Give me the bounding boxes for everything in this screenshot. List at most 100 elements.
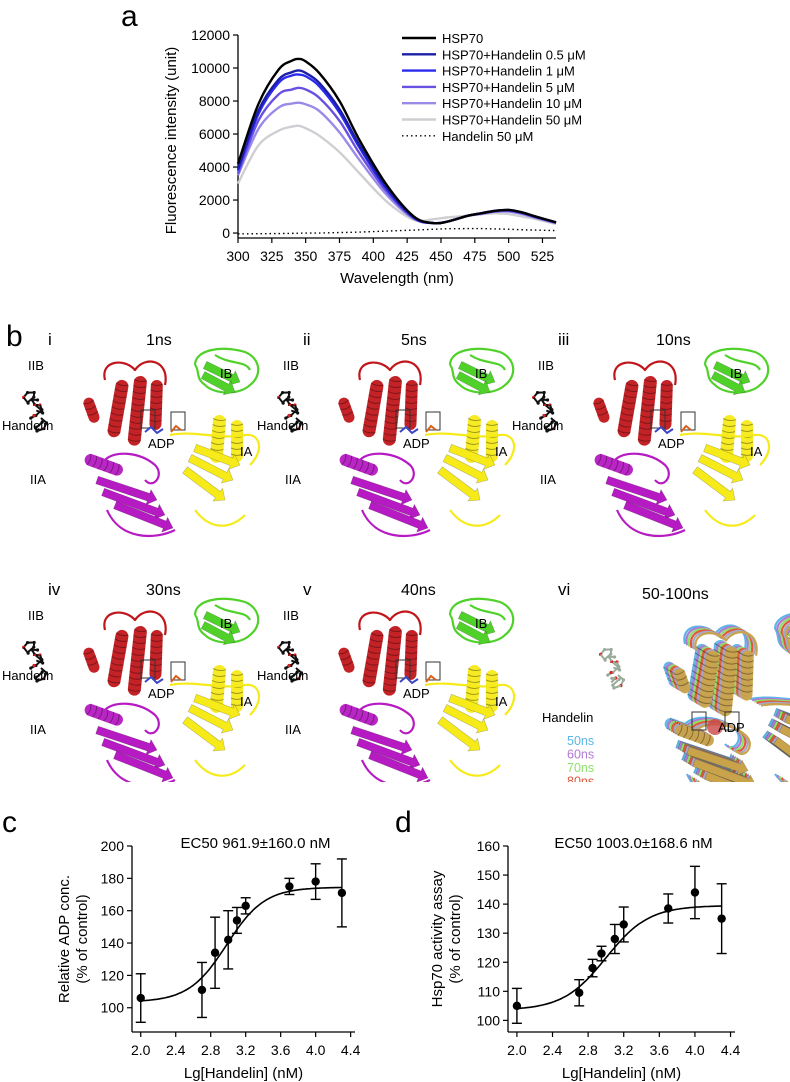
helix	[107, 629, 129, 688]
loop	[448, 347, 515, 394]
y-tick-label: 0	[222, 225, 230, 241]
subpanel-numeral: v	[303, 580, 312, 599]
adp-label: ADP	[658, 436, 685, 451]
beta-strand	[95, 725, 158, 756]
data-point	[197, 985, 207, 995]
beta-strand	[202, 361, 241, 386]
data-point	[717, 914, 726, 923]
adp-molecule	[170, 424, 182, 433]
x-tick-label: 2.8	[578, 1042, 598, 1058]
y-tick-label: 120	[477, 954, 501, 970]
legend-label: HSP70+Handelin 0.5 μM	[442, 47, 586, 62]
snapshot-iii: iii 10ns IIB IB IA IIA Handelin ADP	[512, 330, 771, 538]
panel-b-letter: b	[6, 320, 23, 353]
adp-molecule	[680, 424, 692, 433]
binding-site-box	[395, 409, 411, 429]
x-tick-label: 4.0	[685, 1042, 705, 1058]
loop	[679, 432, 771, 466]
y-tick-label: 100	[477, 1012, 501, 1028]
time-legend-label: 80ns	[567, 775, 594, 783]
handelin-label: Handelin	[2, 418, 53, 433]
beta-strand	[95, 475, 158, 506]
loop	[104, 702, 160, 735]
data-point	[690, 888, 700, 897]
loop	[694, 631, 758, 656]
adp-molecule	[144, 425, 164, 435]
x-tick-label: 375	[328, 248, 352, 264]
panel-a: a 0 2000 4000 6000 8000 10000 12000 300 325 350 37…	[121, 0, 586, 287]
y-tick-label: 180	[101, 870, 125, 886]
binding-site-box	[140, 659, 156, 679]
subpanel-time: 50-100ns	[642, 586, 709, 603]
loop	[193, 347, 260, 394]
beta-strand	[356, 737, 421, 770]
beta-strand	[182, 716, 226, 752]
domain-label-iib: IIB	[538, 358, 554, 373]
loop	[103, 610, 167, 636]
y-axis-label-unit: (% of control)	[74, 894, 91, 983]
handelin-molecule	[598, 647, 626, 690]
subpanel-time: 30ns	[146, 582, 181, 599]
helix	[362, 629, 384, 688]
adp-label: ADP	[403, 436, 430, 451]
x-tick-label: 3.6	[271, 1042, 291, 1058]
subpanel-time: 10ns	[656, 332, 691, 349]
binding-site-box	[724, 711, 740, 731]
loop	[703, 347, 770, 394]
snapshot-v: v 40ns IIB IB IA IIA Handelin ADP	[257, 580, 516, 788]
data-point	[210, 948, 220, 957]
beta-strand	[350, 475, 413, 506]
beta-strand	[200, 371, 236, 396]
helix	[338, 647, 355, 673]
adp-label: ADP	[403, 686, 430, 701]
structure	[276, 597, 516, 788]
binding-site-box	[691, 711, 707, 731]
adp-molecule	[425, 674, 437, 683]
beta-strand	[187, 704, 234, 734]
domain-label-iia: IIA	[540, 472, 556, 487]
data-point	[619, 920, 628, 929]
loop	[778, 617, 790, 654]
y-axis-label: Hsp70 activity assay	[429, 870, 446, 1007]
x-tick-label: 500	[497, 248, 521, 264]
loop	[749, 696, 790, 701]
y-tick-label: 12000	[191, 27, 230, 43]
adp-molecule	[707, 719, 723, 735]
beta-strand	[187, 454, 234, 484]
x-tick-label: 450	[429, 248, 453, 264]
hsp70-activity-chart: 100 110 120 130 140 150 160 2.0 2.4 2.8 3.2 3.6 4.0 4…	[429, 835, 740, 1082]
fit-curve	[140, 886, 342, 1002]
structure	[21, 597, 261, 788]
handelin-molecule	[531, 390, 559, 433]
beta-strand	[686, 746, 749, 776]
subpanel-numeral: iv	[48, 580, 61, 599]
domain-label-iib: IIB	[283, 358, 299, 373]
domain-label-ia: IA	[240, 444, 253, 459]
y-tick-label: 2000	[199, 192, 230, 208]
helix	[675, 724, 714, 747]
structure	[21, 347, 261, 538]
adp-molecule	[170, 674, 182, 683]
x-axis-label: Wavelength (nm)	[340, 270, 454, 287]
subpanel-time: 1ns	[146, 332, 172, 349]
data-point	[285, 882, 294, 891]
handelin-molecule	[21, 390, 49, 433]
beta-strand	[448, 443, 496, 470]
beta-strand	[350, 725, 413, 756]
loop	[751, 697, 790, 702]
beta-strand	[623, 500, 684, 533]
protein-cartoon	[83, 347, 261, 538]
loop	[214, 354, 251, 371]
beta-strand	[605, 475, 668, 506]
x-tick-label: 400	[362, 248, 386, 264]
loop	[780, 619, 790, 654]
beta-strand	[778, 724, 790, 755]
legend-label: HSP70+Handelin 10 μM	[442, 96, 582, 111]
legend-label: Handelin 50 μM	[442, 129, 533, 144]
beta-strand	[442, 454, 489, 484]
data-point	[597, 949, 606, 958]
y-tick-label: 160	[101, 903, 125, 919]
helix	[617, 379, 639, 438]
domain-label-iib: IIB	[28, 358, 44, 373]
protein-cartoon	[593, 347, 771, 538]
